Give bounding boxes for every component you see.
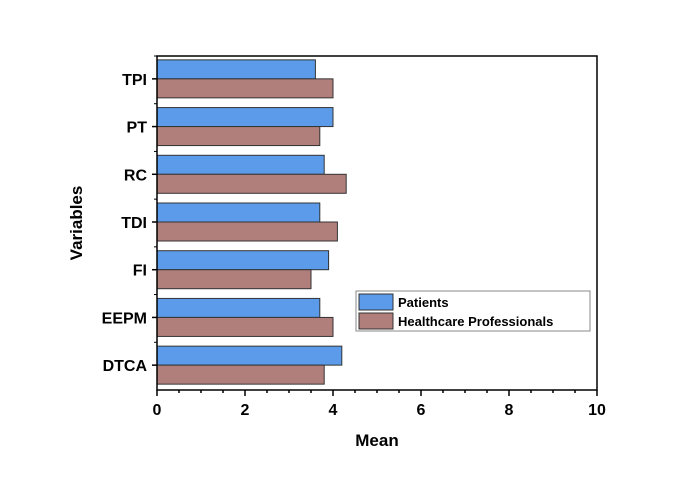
y-tick-label: TPI [122,72,147,89]
bar-dtca-healthcare-professionals [156,364,325,385]
bar-tpi-patients [156,59,316,80]
x-tick-label: 6 [417,402,426,419]
bar-dtca-patients [156,345,343,366]
legend-label: Healthcare Professionals [398,314,553,329]
y-tick-label: RC [124,167,148,184]
bar-rc-patients [156,154,325,175]
bar-eepm-healthcare-professionals [156,316,334,337]
legend-swatch [358,293,394,311]
x-tick-label: 2 [241,402,250,419]
y-tick-label: PT [127,120,148,137]
y-tick-label: FI [133,263,147,280]
legend-swatch [358,312,394,330]
x-tick-label: 4 [329,402,338,419]
bar-tdi-healthcare-professionals [156,221,338,242]
x-tick-label: 10 [588,402,606,419]
bar-eepm-patients [156,297,321,318]
bar-tpi-healthcare-professionals [156,78,334,99]
bar-tdi-patients [156,202,321,223]
bar-pt-patients [156,107,334,128]
y-tick-label: TDI [121,215,147,232]
bar-rc-healthcare-professionals [156,173,347,194]
y-tick-label: DTCA [103,358,148,375]
bar-fi-patients [156,250,330,271]
y-axis-label: Variables [67,186,86,261]
x-tick-label: 8 [505,402,514,419]
bar-fi-healthcare-professionals [156,269,312,290]
x-tick-label: 0 [153,402,162,419]
legend-box [355,290,591,332]
y-tick-label: EEPM [102,310,147,327]
bar-pt-healthcare-professionals [156,126,321,147]
legend-label: Patients [398,295,449,310]
legend: Patients Healthcare Professionals [355,290,591,332]
x-axis-label: Mean [355,431,398,450]
